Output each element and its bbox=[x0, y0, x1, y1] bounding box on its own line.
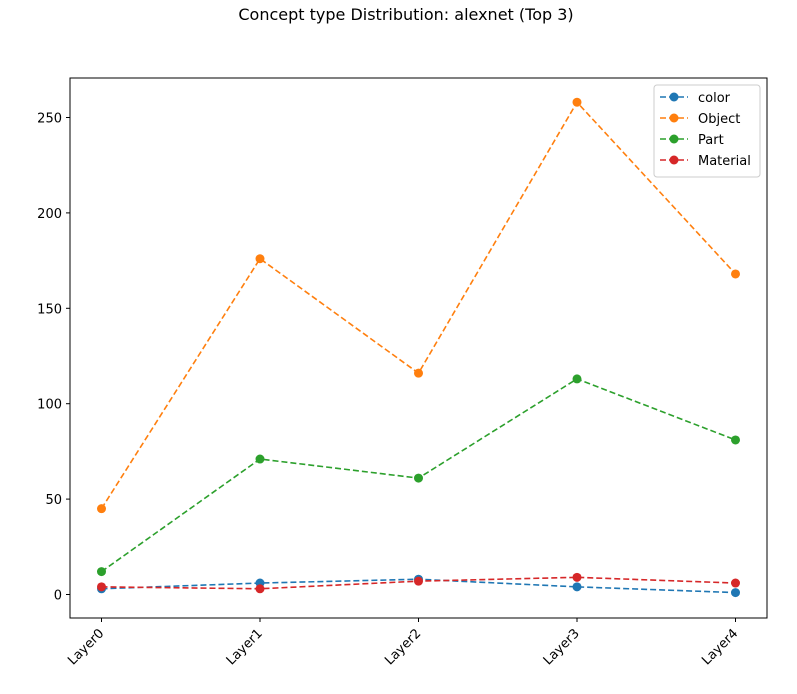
x-tick-label: Layer3 bbox=[541, 626, 583, 668]
data-point-part bbox=[255, 454, 265, 464]
x-tick-label: Layer0 bbox=[65, 626, 107, 668]
legend-box bbox=[653, 84, 761, 178]
y-axis: 0 50 100 150 200 250 bbox=[37, 112, 70, 604]
y-tick-label: 50 bbox=[45, 493, 62, 508]
data-point-material bbox=[572, 572, 582, 582]
plot-lines bbox=[100, 100, 737, 594]
legend-marker-material bbox=[669, 155, 679, 165]
legend-label-material: Material bbox=[698, 154, 751, 169]
series-line-object bbox=[100, 100, 737, 510]
legend-marker-part bbox=[669, 134, 679, 144]
data-point-part bbox=[731, 435, 740, 445]
legend-label-color: color bbox=[698, 91, 731, 106]
data-point-material bbox=[414, 576, 423, 586]
data-point-object bbox=[572, 97, 582, 107]
data-point-object bbox=[97, 504, 106, 514]
chart-title: Concept type Distribution: alexnet (Top … bbox=[238, 5, 573, 24]
data-point-object bbox=[255, 254, 265, 264]
data-point-part bbox=[572, 374, 582, 384]
data-point-object bbox=[414, 368, 423, 378]
data-point-material bbox=[255, 584, 265, 594]
legend: color Object Part Material bbox=[653, 84, 761, 178]
data-point-material bbox=[97, 582, 106, 592]
legend-label-object: Object bbox=[698, 112, 740, 127]
data-point-part bbox=[414, 473, 423, 483]
data-point-part bbox=[97, 567, 106, 577]
y-tick-label: 0 bbox=[54, 589, 62, 604]
data-point-object bbox=[731, 269, 740, 279]
x-tick-label: Layer4 bbox=[699, 626, 741, 668]
y-tick-label: 250 bbox=[37, 112, 62, 127]
legend-marker-color bbox=[669, 92, 679, 102]
legend-marker-object bbox=[669, 113, 679, 123]
data-point-material bbox=[731, 578, 740, 588]
y-tick-label: 200 bbox=[37, 207, 62, 222]
y-tick-label: 100 bbox=[37, 398, 62, 413]
plot-markers bbox=[97, 97, 740, 598]
x-tick-label: Layer1 bbox=[224, 626, 266, 668]
data-point-color bbox=[731, 588, 740, 598]
x-axis: Layer0 Layer1 Layer2 Layer3 Layer4 bbox=[65, 618, 741, 668]
data-point-color bbox=[572, 582, 582, 592]
legend-label-part: Part bbox=[698, 133, 724, 148]
y-tick-label: 150 bbox=[37, 302, 62, 317]
x-tick-label: Layer2 bbox=[382, 626, 424, 668]
